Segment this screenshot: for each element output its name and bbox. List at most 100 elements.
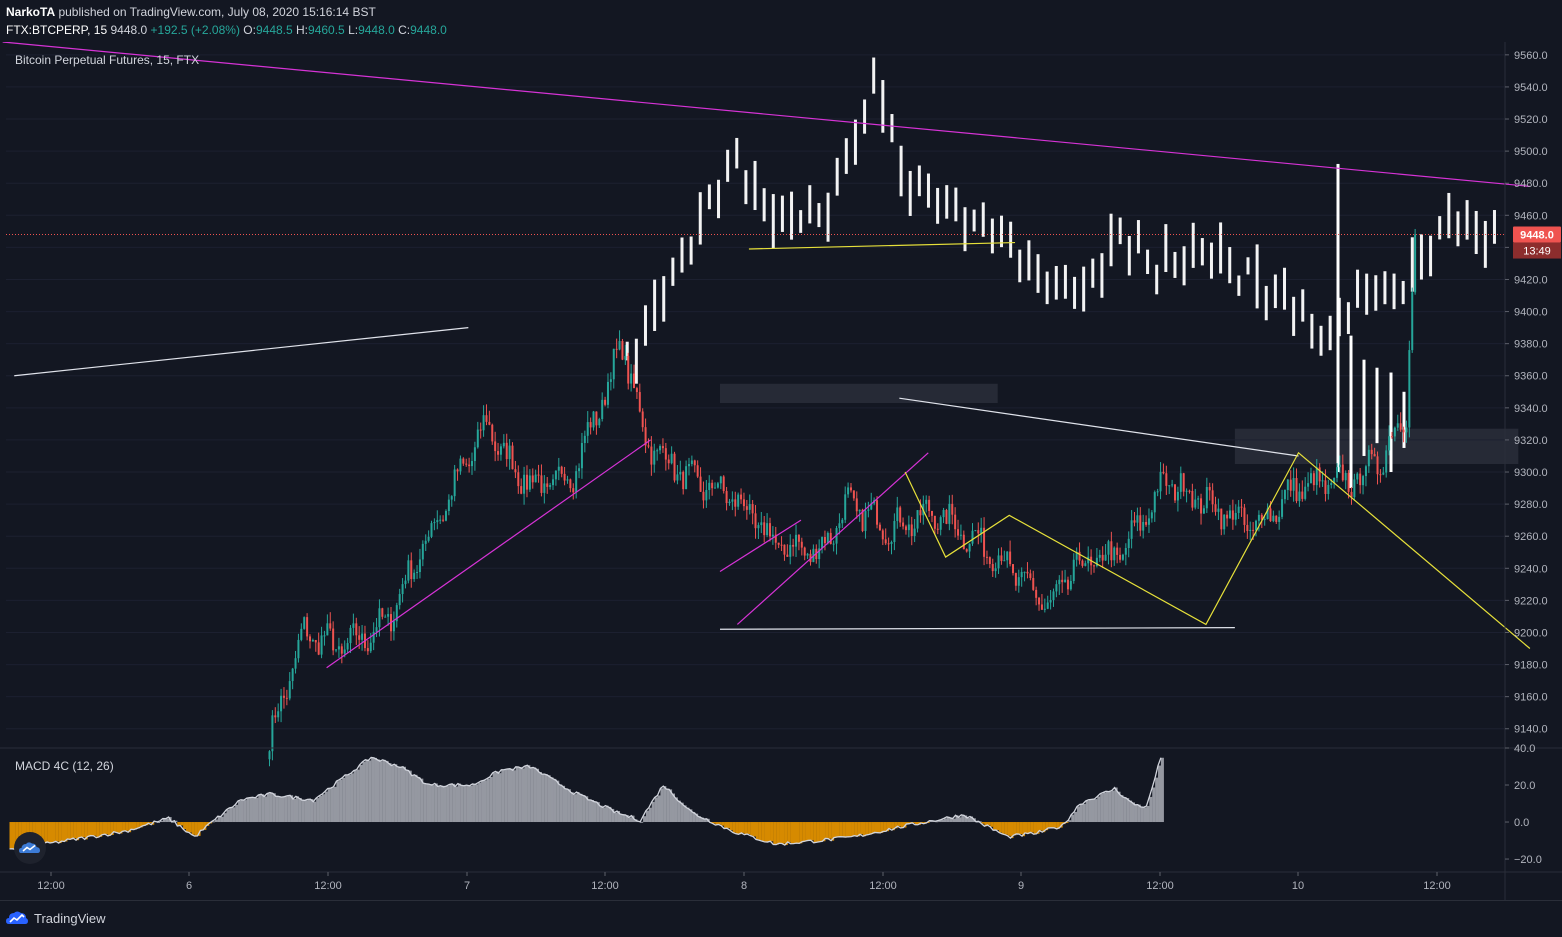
macd-bar-negative <box>81 822 85 838</box>
macd-bar-negative <box>883 822 887 832</box>
white-trendline[interactable] <box>899 397 1299 457</box>
macd-bar-negative <box>1053 822 1057 828</box>
magenta-trendline[interactable] <box>2 41 1530 188</box>
macd-bar-negative <box>891 822 895 831</box>
candle-body <box>1228 510 1231 519</box>
macd-bar-negative <box>90 822 94 836</box>
macd-bar-positive <box>1126 798 1130 823</box>
macd-bar-negative <box>1039 822 1043 831</box>
candle-body <box>1084 563 1087 566</box>
candle-body <box>1286 479 1289 490</box>
candle-body <box>1255 520 1258 531</box>
macd-bar-positive <box>562 785 566 823</box>
price-tick-label: 9320.0 <box>1514 435 1548 447</box>
candle-body <box>1246 524 1249 531</box>
main-series-legend[interactable]: Bitcoin Perpetual Futures, 15, FTX <box>15 53 200 67</box>
candle-body <box>1396 423 1399 428</box>
macd-bar-negative <box>920 822 924 824</box>
candle-body <box>1237 506 1240 514</box>
candle-body <box>1347 472 1350 492</box>
macd-bar-positive <box>379 761 383 823</box>
white-trendline[interactable] <box>719 627 1235 630</box>
macd-bar-negative <box>197 822 201 836</box>
macd-tick-label: 20.0 <box>1514 780 1535 792</box>
macd-bar-negative <box>1013 822 1017 836</box>
price-tick-label: 9540.0 <box>1514 82 1548 94</box>
candle-body <box>1121 554 1124 560</box>
macd-bar-positive <box>1082 803 1086 823</box>
projected-bar <box>662 276 666 322</box>
macd-bar-positive <box>307 799 311 823</box>
candle-body <box>876 500 879 525</box>
candle-body <box>1260 514 1263 520</box>
candle-body <box>395 605 398 622</box>
macd-bar-positive <box>596 802 600 823</box>
macd-bar-positive <box>246 798 250 823</box>
projected-bar <box>1456 211 1460 247</box>
author-name[interactable]: NarkoTA <box>6 5 56 19</box>
macd-bar-positive <box>501 769 505 823</box>
candle-body <box>1330 483 1333 485</box>
macd-bar-positive <box>1146 805 1150 823</box>
supply-zone[interactable] <box>720 383 998 404</box>
macd-bar-positive <box>651 801 655 823</box>
macd-bar-negative <box>180 822 184 826</box>
candle-body <box>942 509 945 518</box>
macd-bar-positive <box>611 808 615 823</box>
candle-body <box>1399 423 1402 430</box>
projected-bar <box>936 187 940 224</box>
macd-bar-negative <box>805 822 809 842</box>
candle-body <box>540 475 543 493</box>
macd-bar-positive <box>509 768 513 823</box>
macd-bar-negative <box>1004 822 1008 835</box>
macd-bar-positive <box>1120 795 1124 823</box>
candle-body <box>780 544 783 546</box>
tradingview-logo[interactable]: TradingView <box>6 910 106 926</box>
candle-body <box>1078 551 1081 561</box>
projected-bar <box>1356 269 1360 308</box>
candle-body <box>742 499 745 507</box>
candle-body <box>1283 489 1286 500</box>
macd-legend[interactable]: MACD 4C (12, 26) <box>15 759 114 773</box>
time-tick-label: 8 <box>741 880 747 892</box>
projected-bar <box>726 149 730 182</box>
candle-body <box>1327 484 1330 494</box>
macd-bar-positive <box>434 783 438 823</box>
symbol-label[interactable]: FTX:BTCPERP, 15 <box>6 23 108 37</box>
current-price-badge[interactable] <box>1513 226 1561 243</box>
projected-bar <box>1118 217 1122 245</box>
macd-bar-positive <box>212 821 216 823</box>
macd-bar-positive <box>243 800 247 823</box>
candle-body <box>1226 514 1229 519</box>
projected-path[interactable] <box>904 451 1531 649</box>
magenta-trendline[interactable] <box>326 439 651 669</box>
candle-body <box>948 503 951 524</box>
candle-body <box>870 503 873 510</box>
publisher-line: NarkoTA published on TradingView.com, Ju… <box>6 5 376 19</box>
time-tick-label: 12:00 <box>591 880 619 892</box>
macd-bar-positive <box>428 784 432 823</box>
macd-bar-negative <box>1042 822 1046 833</box>
candle-body <box>661 446 664 449</box>
macd-bar-positive <box>938 820 942 823</box>
macd-bar-positive <box>677 800 681 823</box>
projected-bar <box>1336 163 1340 473</box>
magenta-trendline[interactable] <box>719 519 802 573</box>
macd-bar-positive <box>408 770 412 823</box>
candle-body <box>1344 472 1347 481</box>
magenta-trendline[interactable] <box>736 452 929 625</box>
white-trendline[interactable] <box>14 327 469 377</box>
candle-body <box>578 468 581 472</box>
macd-bar-negative <box>724 822 728 829</box>
countdown-badge <box>1513 242 1561 259</box>
candle-body <box>508 445 511 460</box>
candle-body <box>306 617 309 637</box>
macd-bar-positive <box>1123 797 1127 823</box>
yellow-trendline[interactable] <box>748 241 1016 250</box>
candle-body <box>488 421 491 425</box>
projected-bar <box>1164 224 1168 273</box>
macd-bar-positive <box>556 780 560 823</box>
macd-bar-negative <box>735 822 739 834</box>
macd-bar-positive <box>625 815 629 823</box>
